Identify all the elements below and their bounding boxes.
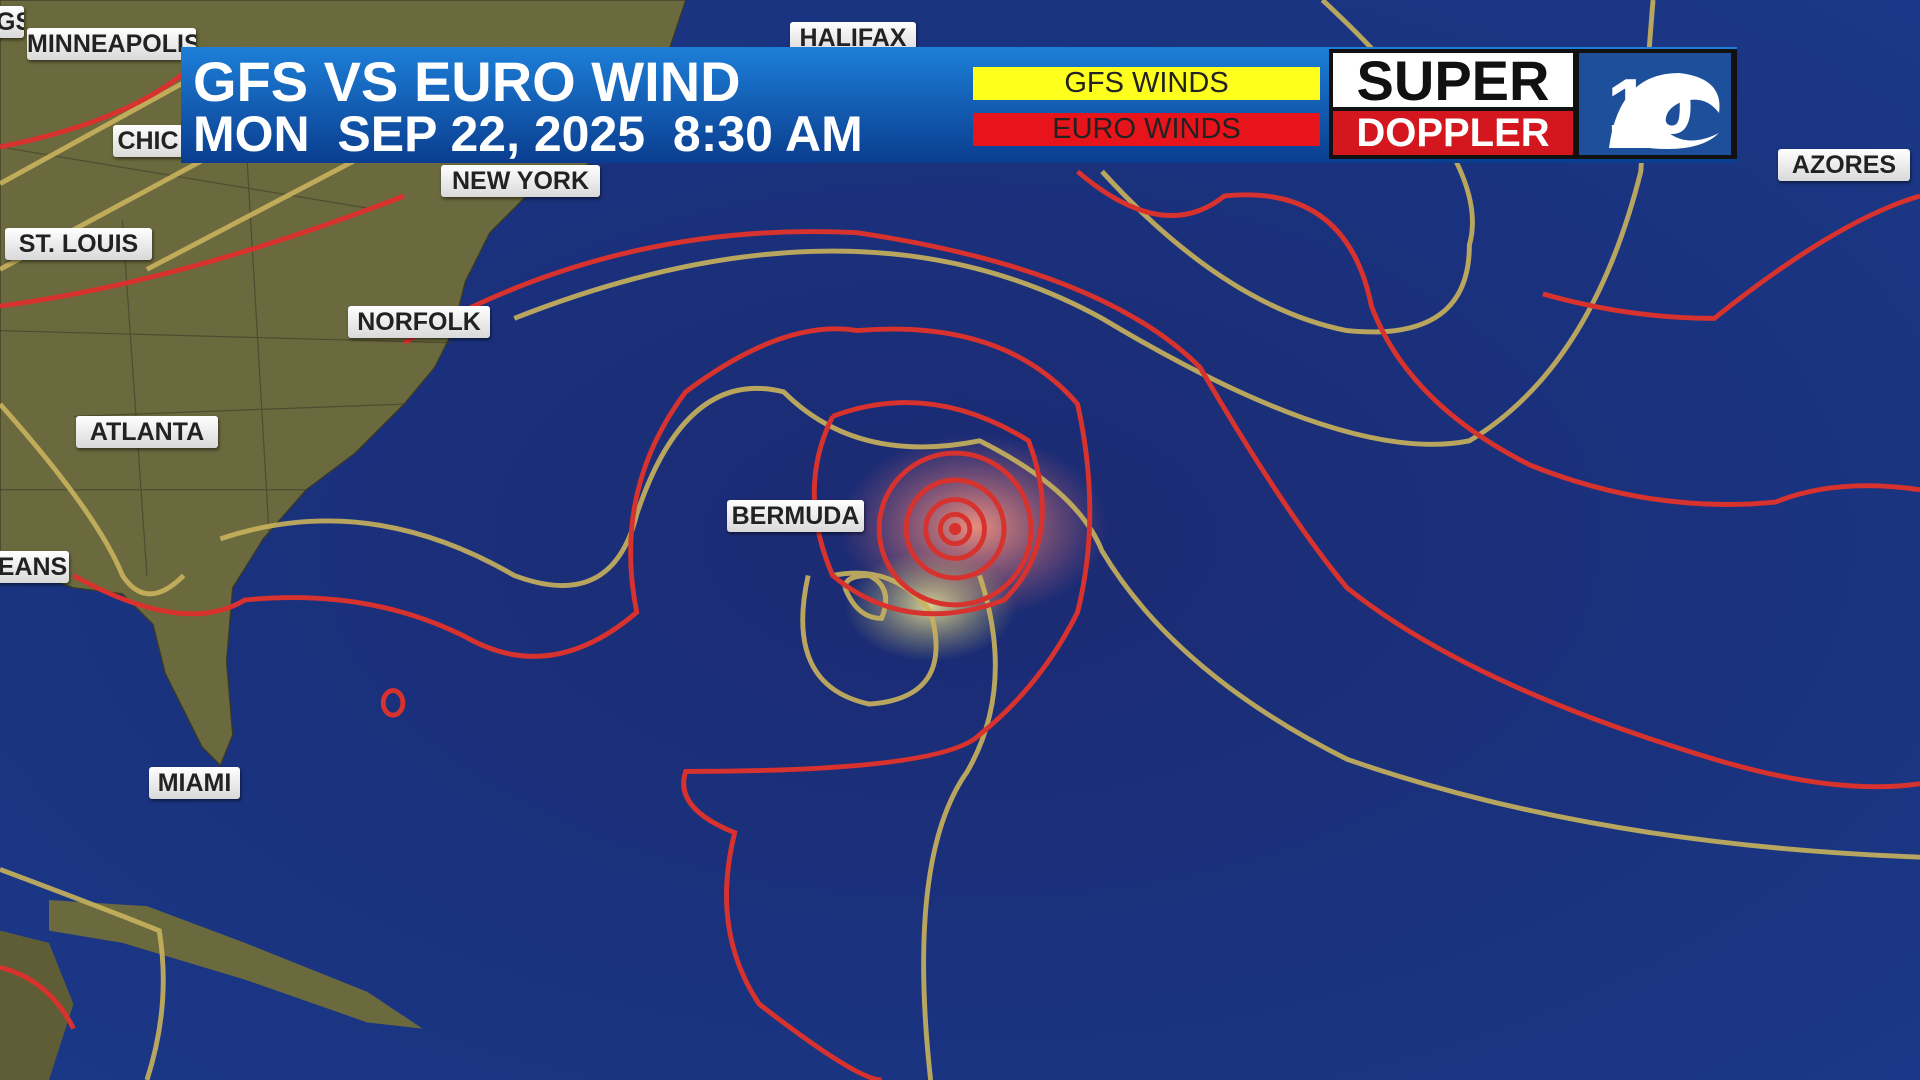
logo-mark: 10 [1579,53,1731,155]
land-south [0,930,74,1080]
city-label: ATLANTA [76,416,218,448]
title: GFS VS EURO WIND [193,50,741,113]
city-label: MIAMI [149,767,240,799]
city-label: MINNEAPOLIS [27,28,196,60]
logo-number: 10 [1607,62,1694,150]
legend-gfs: GFS WINDS [973,67,1320,100]
city-label: CHIC [113,125,183,157]
city-label: ST. LOUIS [5,228,152,260]
borders [0,122,454,576]
city-label: AZORES [1778,149,1910,181]
datetime: MON SEP 22, 2025 8:30 AM [193,106,863,162]
city-label: GS [0,6,24,38]
logo-super: SUPER [1333,53,1573,109]
header-bar: GFS VS EURO WIND MON SEP 22, 2025 8:30 A… [181,47,1737,163]
city-label: BERMUDA [727,500,864,532]
city-label: EANS [0,551,69,583]
euro-contours [0,71,1920,1080]
logo: SUPER DOPPLER 10 [1329,49,1737,159]
legend-euro: EURO WINDS [973,113,1320,146]
city-label: NEW YORK [441,165,600,197]
logo-doppler: DOPPLER [1333,111,1573,155]
land-cuba [48,900,423,1029]
city-label: NORFOLK [348,306,490,338]
